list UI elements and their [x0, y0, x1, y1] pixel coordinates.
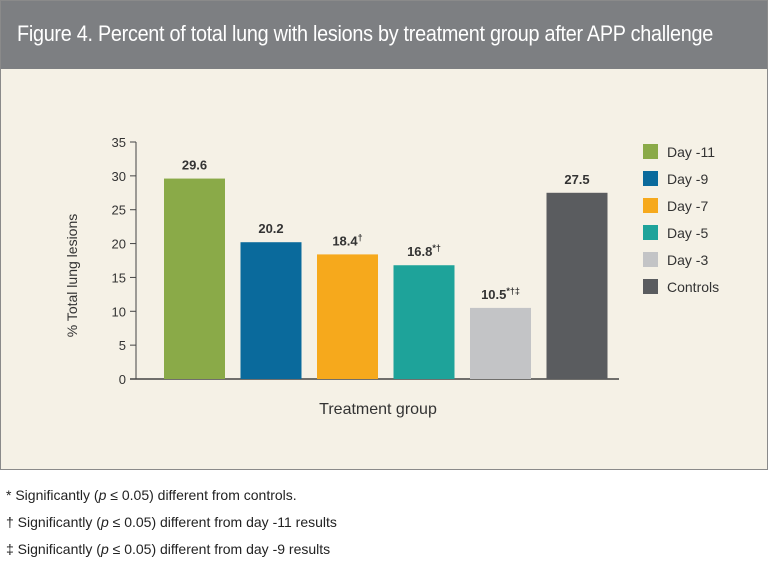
- bar-chart: 0 5 10 15 20 25 30 35 % Total lung lesions Treatm…: [64, 135, 719, 418]
- y-tick-label: 30: [112, 169, 126, 184]
- legend-swatch: [643, 144, 658, 159]
- legend-swatch: [643, 252, 658, 267]
- data-label: 29.6: [182, 158, 207, 173]
- footnote-text: † Significantly (: [6, 514, 101, 530]
- bar-day-11: [164, 178, 225, 379]
- footnote-text: ≤ 0.05) different from controls.: [106, 487, 297, 503]
- y-tick-label: 15: [112, 270, 126, 285]
- bar-day-9: [240, 242, 302, 379]
- legend-label: Controls: [667, 279, 719, 295]
- y-tick-label: 20: [112, 237, 126, 252]
- figure-header: Figure 4. Percent of total lung with les…: [1, 1, 767, 69]
- footnote-text: * Significantly (: [6, 487, 99, 503]
- footnotes: * Significantly (p ≤ 0.05) different fro…: [6, 482, 337, 563]
- legend-swatch: [643, 225, 658, 240]
- y-tick-label: 10: [112, 304, 126, 319]
- legend-label: Day -3: [667, 252, 708, 268]
- footnote-text: ≤ 0.05) different from day -11 results: [108, 514, 337, 530]
- footnote-p: p: [100, 541, 109, 557]
- bar-day-7: [317, 254, 378, 379]
- footnote-day-9: ‡ Significantly (p ≤ 0.05) different fro…: [6, 536, 337, 563]
- significance-mark: †: [358, 232, 363, 242]
- x-axis-title: Treatment group: [319, 401, 437, 418]
- legend-swatch: [643, 279, 658, 294]
- footnote-p: p: [98, 487, 107, 503]
- figure-panel: Figure 4. Percent of total lung with les…: [0, 0, 768, 470]
- bar-controls: [546, 192, 608, 379]
- bar-day-3: [470, 307, 531, 379]
- footnote-text: ≤ 0.05) different from day -9 results: [108, 541, 331, 557]
- bar-day-5: [393, 265, 455, 379]
- significance-mark: *†‡: [506, 286, 520, 296]
- legend-swatch: [643, 171, 658, 186]
- footnote-text: ‡ Significantly (: [6, 541, 101, 557]
- figure-title: Figure 4. Percent of total lung with les…: [17, 21, 713, 46]
- data-label: 20.2: [258, 221, 283, 236]
- y-tick-label: 0: [119, 372, 126, 387]
- legend-label: Day -9: [667, 171, 708, 187]
- data-label: 18.4†: [332, 232, 362, 248]
- legend-swatch: [643, 198, 658, 213]
- legend-label: Day -11: [667, 144, 715, 160]
- data-label: 10.5*†‡: [481, 286, 520, 302]
- y-tick-label: 25: [112, 203, 126, 218]
- y-tick-label: 5: [119, 338, 126, 353]
- y-axis-title: % Total lung lesions: [64, 214, 80, 337]
- data-label: 16.8*†: [407, 243, 441, 259]
- footnote-controls: * Significantly (p ≤ 0.05) different fro…: [6, 482, 337, 509]
- data-label: 27.5: [564, 172, 589, 187]
- footnote-p: p: [100, 514, 109, 530]
- y-tick-label: 35: [112, 135, 126, 150]
- significance-mark: *†: [432, 243, 441, 253]
- footnote-day-11: † Significantly (p ≤ 0.05) different fro…: [6, 509, 337, 536]
- legend-label: Day -5: [667, 225, 708, 241]
- legend-label: Day -7: [667, 198, 708, 214]
